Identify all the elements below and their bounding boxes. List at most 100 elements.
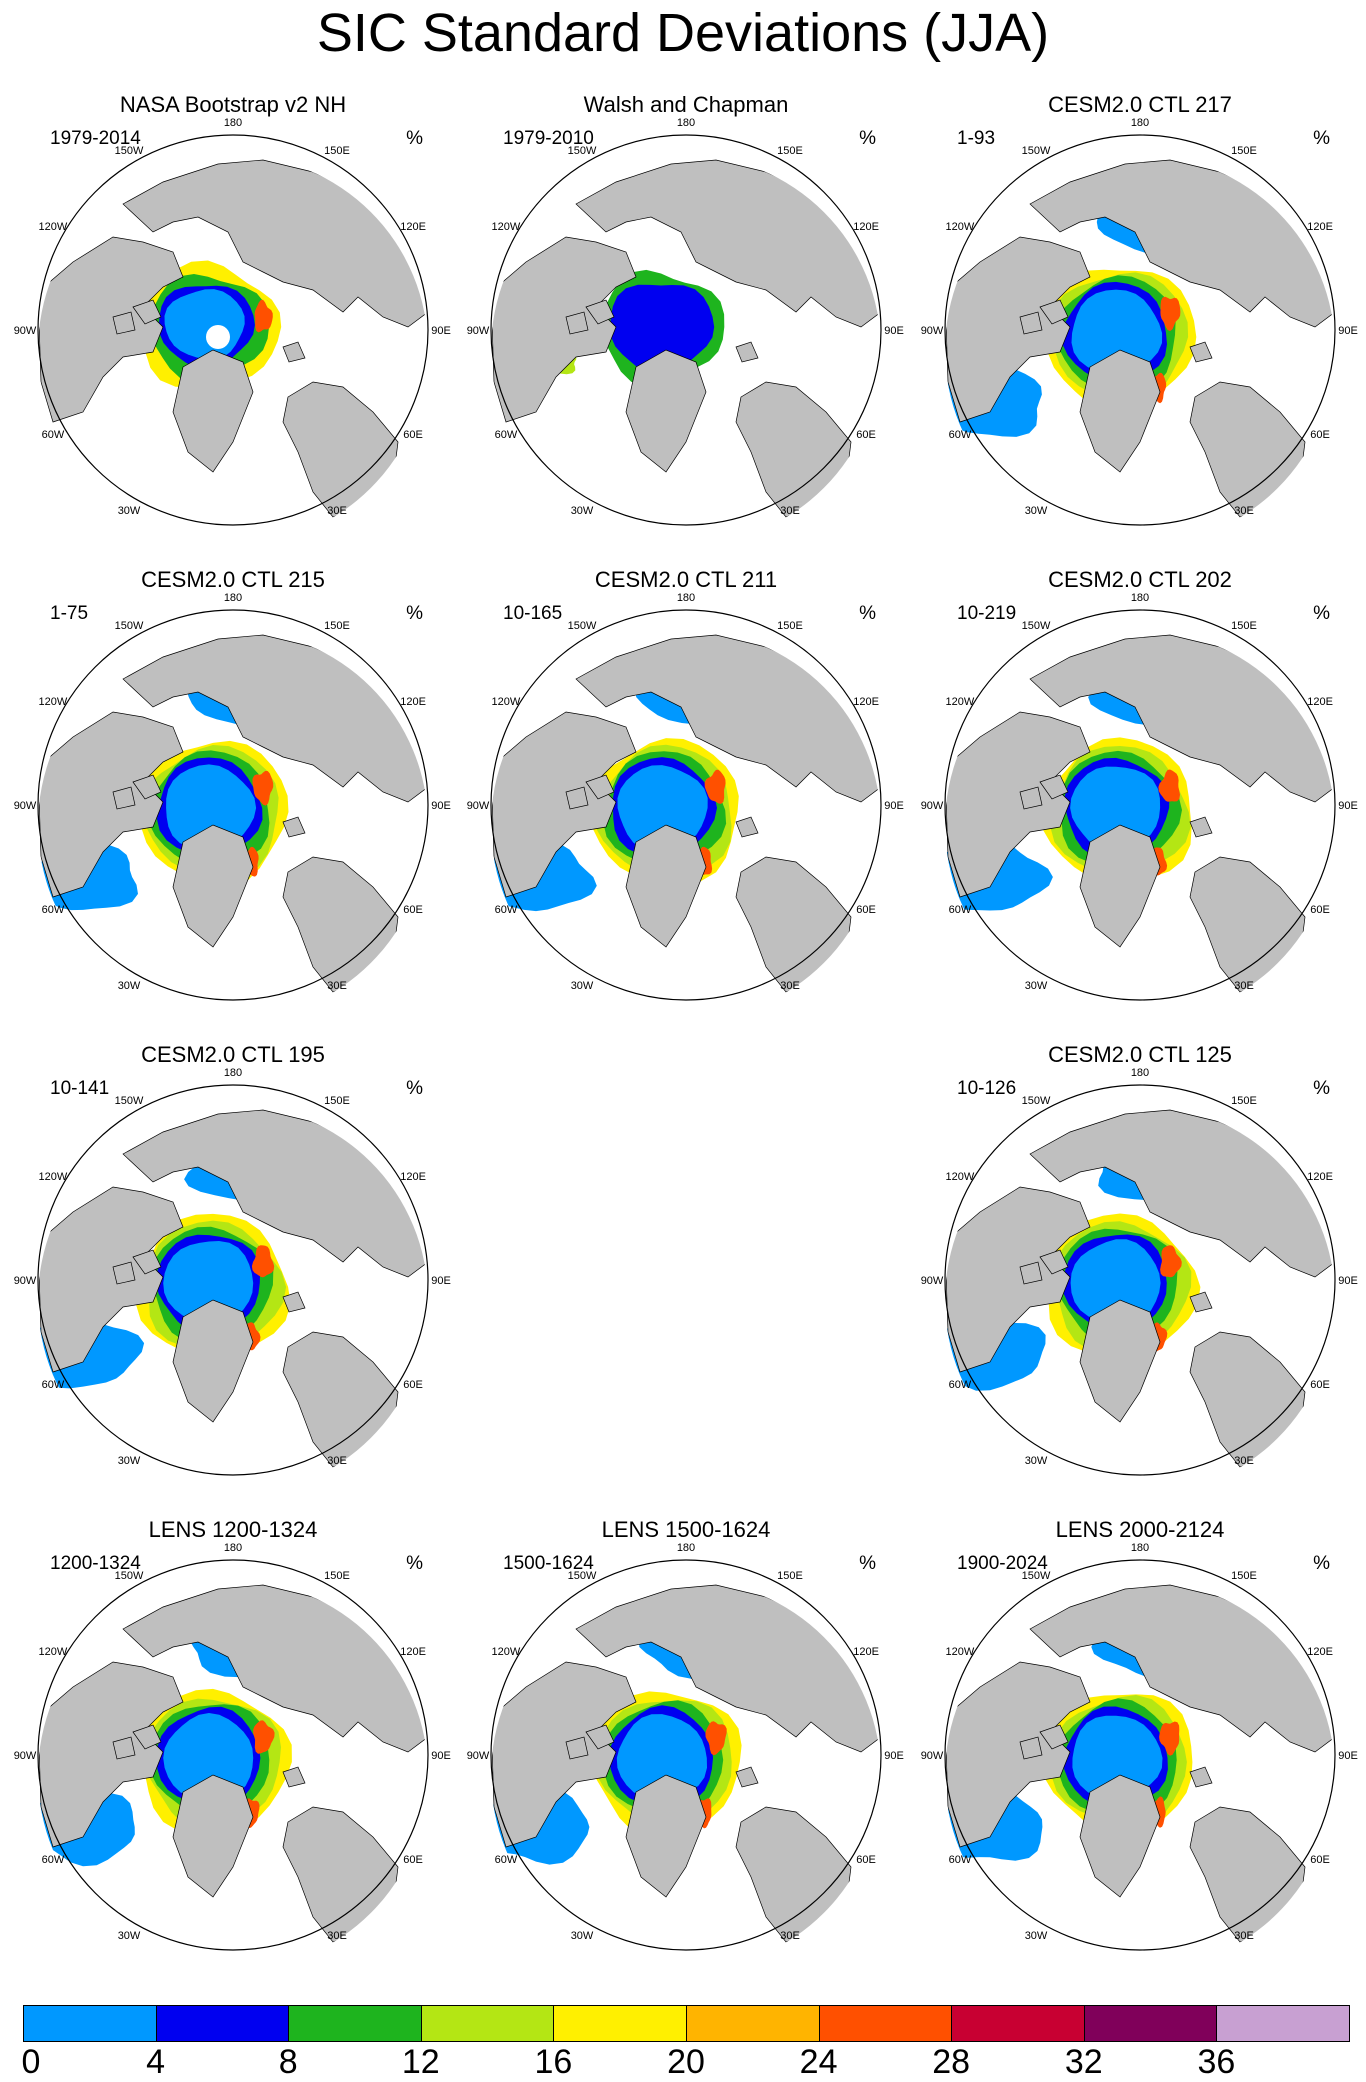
land-mass <box>735 1766 759 1788</box>
longitude-label: 120E <box>853 696 879 708</box>
panel-units: % <box>406 1078 423 1099</box>
longitude-label: 60W <box>495 429 518 441</box>
land-mass <box>1039 1724 1069 1750</box>
longitude-label: 150E <box>1231 145 1257 157</box>
longitude-label: 90E <box>1338 1275 1358 1287</box>
land-mass <box>565 1736 589 1760</box>
land-mass <box>132 1724 162 1750</box>
longitude-label: 30E <box>1234 980 1254 992</box>
longitude-label: 150E <box>324 1095 350 1107</box>
longitude-label: 150W <box>568 620 597 632</box>
panel-period: 10-126 <box>957 1078 1017 1099</box>
map-border <box>490 134 882 526</box>
longitude-label: 60E <box>856 429 876 441</box>
longitude-label: 150W <box>1022 145 1051 157</box>
land-mass <box>112 1261 136 1285</box>
map-panel: 180150E120E90E60E30E030W60W90W120W150WCE… <box>466 567 906 1007</box>
longitude-label: 60E <box>403 1854 423 1866</box>
map-panel: 180150E120E90E60E30E030W60W90W120W150WNA… <box>13 92 453 532</box>
longitude-label: 120E <box>400 696 426 708</box>
panel-period: 1-93 <box>957 128 996 149</box>
longitude-label: 60E <box>856 1854 876 1866</box>
ice-field <box>38 667 329 911</box>
colorbar-tick-label: 16 <box>534 2043 573 2081</box>
land-mass <box>282 341 306 363</box>
longitude-label: 150W <box>568 1570 597 1582</box>
longitude-label: 150W <box>115 145 144 157</box>
longitude-label: 150W <box>115 1570 144 1582</box>
land-mass <box>282 1291 306 1313</box>
map-panel: 180150E120E90E60E30E030W60W90W120W150WCE… <box>13 567 453 1007</box>
longitude-label: 150E <box>324 145 350 157</box>
land-mass <box>1189 1766 1213 1788</box>
longitude-label: 120E <box>853 1646 879 1658</box>
longitude-label: 180 <box>677 1542 695 1554</box>
longitude-label: 90W <box>14 325 37 337</box>
polar-map: 180150E120E90E60E30E030W60W90W120W150W <box>467 1542 904 1951</box>
polar-map: 180150E120E90E60E30E030W60W90W120W150W <box>14 592 451 1001</box>
longitude-label: 30E <box>327 505 347 517</box>
panel-units: % <box>1313 603 1330 624</box>
land-mass <box>1079 1299 1161 1423</box>
land-mass <box>112 786 136 810</box>
longitude-label: 150E <box>324 1570 350 1582</box>
map-border <box>944 134 1336 526</box>
polar-map: 180150E120E90E60E30E030W60W90W120W150W <box>921 117 1358 526</box>
map-border <box>944 609 1336 1001</box>
panel-period: 10-141 <box>50 1078 110 1099</box>
land-mass <box>1079 349 1161 473</box>
land-mass <box>122 1584 428 1753</box>
longitude-label: 90E <box>884 800 904 812</box>
polar-map: 180150E120E90E60E30E030W60W90W120W150W <box>14 117 451 526</box>
panel-units: % <box>406 1553 423 1574</box>
longitude-label: 30W <box>1025 980 1048 992</box>
colorbar-tick-label: 0 <box>21 2043 41 2081</box>
land-mass <box>132 774 162 800</box>
panel-period: 1200-1324 <box>50 1553 141 1574</box>
longitude-label: 30W <box>571 980 594 992</box>
longitude-label: 90W <box>921 1750 944 1762</box>
land-mass <box>1029 1584 1335 1753</box>
longitude-label: 30E <box>1234 1455 1254 1467</box>
longitude-label: 120W <box>946 696 975 708</box>
map-border <box>944 1559 1336 1951</box>
longitude-label: 90W <box>921 325 944 337</box>
colorbar <box>23 2005 1350 2042</box>
longitude-label: 60W <box>42 429 65 441</box>
map-panel: 180150E120E90E60E30E030W60W90W120W150WLE… <box>13 1517 453 1957</box>
land-mass <box>1019 1736 1043 1760</box>
map-panel: 180150E120E90E60E30E030W60W90W120W150WCE… <box>920 92 1360 532</box>
land-mass <box>1029 159 1335 328</box>
land-mass <box>1039 1249 1069 1275</box>
colorbar-segment <box>1216 2005 1350 2042</box>
longitude-label: 180 <box>677 117 695 129</box>
longitude-label: 120E <box>400 1171 426 1183</box>
land-mass <box>1039 774 1069 800</box>
longitude-label: 120W <box>39 696 68 708</box>
ice-field <box>945 665 1233 911</box>
longitude-label: 120E <box>400 221 426 233</box>
longitude-label: 180 <box>1131 592 1149 604</box>
land-mass <box>282 1766 306 1788</box>
longitude-label: 60W <box>949 1854 972 1866</box>
land-mass <box>1079 824 1161 948</box>
longitude-label: 30W <box>571 505 594 517</box>
land-mass <box>585 299 615 325</box>
longitude-label: 30E <box>327 980 347 992</box>
longitude-label: 150E <box>777 145 803 157</box>
land-mass <box>1019 1261 1043 1285</box>
longitude-label: 120E <box>1307 696 1333 708</box>
map-panel: 180150E120E90E60E30E030W60W90W120W150WCE… <box>920 1042 1360 1482</box>
longitude-label: 120W <box>492 1646 521 1658</box>
longitude-label: 90W <box>467 800 490 812</box>
land-mass <box>565 311 589 335</box>
longitude-label: 180 <box>224 1542 242 1554</box>
land-mass <box>112 311 136 335</box>
panel-title: LENS 2000-2124 <box>1055 1517 1225 1542</box>
panel-title: LENS 1200-1324 <box>148 1517 318 1542</box>
longitude-label: 150W <box>115 620 144 632</box>
longitude-label: 90W <box>921 800 944 812</box>
longitude-label: 120W <box>39 221 68 233</box>
colorbar-tick-label: 36 <box>1197 2043 1236 2081</box>
map-border <box>490 1559 882 1951</box>
